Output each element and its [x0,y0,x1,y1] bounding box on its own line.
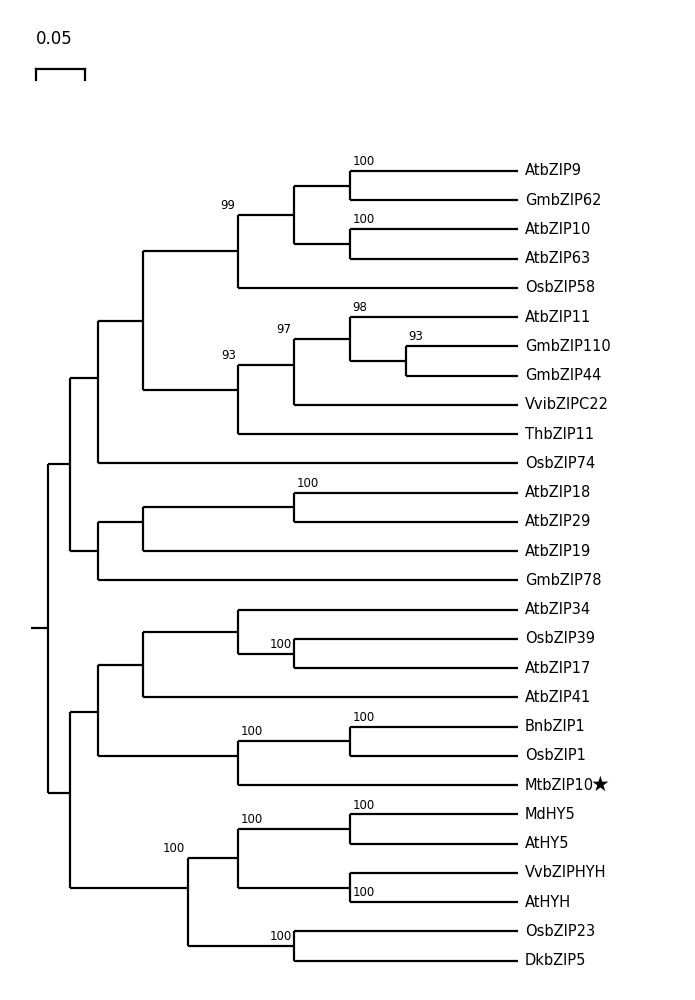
Text: AtbZIP19: AtbZIP19 [525,544,591,559]
Text: MdHY5: MdHY5 [525,807,576,822]
Text: 100: 100 [163,842,186,855]
Text: 100: 100 [240,813,263,826]
Text: 100: 100 [352,213,375,226]
Text: AtbZIP9: AtbZIP9 [525,163,582,178]
Text: OsbZIP1: OsbZIP1 [525,748,586,763]
Text: OsbZIP23: OsbZIP23 [525,924,595,939]
Text: AtHY5: AtHY5 [525,836,570,851]
Text: AtbZIP18: AtbZIP18 [525,485,591,500]
Text: DkbZIP5: DkbZIP5 [525,953,587,968]
Text: OsbZIP58: OsbZIP58 [525,280,595,295]
Text: AtbZIP17: AtbZIP17 [525,661,591,676]
Text: 100: 100 [352,155,375,168]
Text: 100: 100 [352,711,375,724]
Text: 100: 100 [352,886,375,899]
Text: BnbZIP1: BnbZIP1 [525,719,586,734]
Text: VvbZIPHYH: VvbZIPHYH [525,865,607,880]
Text: 93: 93 [221,349,236,362]
Text: ThbZIP11: ThbZIP11 [525,427,594,442]
Text: AtbZIP34: AtbZIP34 [525,602,591,617]
Text: OsbZIP74: OsbZIP74 [525,456,596,471]
Text: VvibZIPC22: VvibZIPC22 [525,397,609,412]
Text: AtHYH: AtHYH [525,895,571,910]
Text: 93: 93 [409,330,423,343]
Text: 97: 97 [277,323,292,336]
Text: OsbZIP39: OsbZIP39 [525,631,595,646]
Text: 99: 99 [221,199,236,212]
Text: AtbZIP10: AtbZIP10 [525,222,591,237]
Text: AtbZIP41: AtbZIP41 [525,690,591,705]
Text: AtbZIP63: AtbZIP63 [525,251,591,266]
Text: 100: 100 [240,725,263,738]
Text: ★: ★ [591,775,610,795]
Text: 100: 100 [270,930,292,943]
Text: GmbZIP44: GmbZIP44 [525,368,601,383]
Text: GmbZIP110: GmbZIP110 [525,339,611,354]
Text: GmbZIP78: GmbZIP78 [525,573,602,588]
Text: AtbZIP29: AtbZIP29 [525,514,591,529]
Text: 100: 100 [297,477,319,490]
Text: 98: 98 [352,301,368,314]
Text: 100: 100 [270,638,292,651]
Text: 100: 100 [352,799,375,812]
Text: MtbZIP10: MtbZIP10 [525,778,594,793]
Text: 0.05: 0.05 [36,30,73,48]
Text: GmbZIP62: GmbZIP62 [525,193,602,208]
Text: AtbZIP11: AtbZIP11 [525,310,591,325]
